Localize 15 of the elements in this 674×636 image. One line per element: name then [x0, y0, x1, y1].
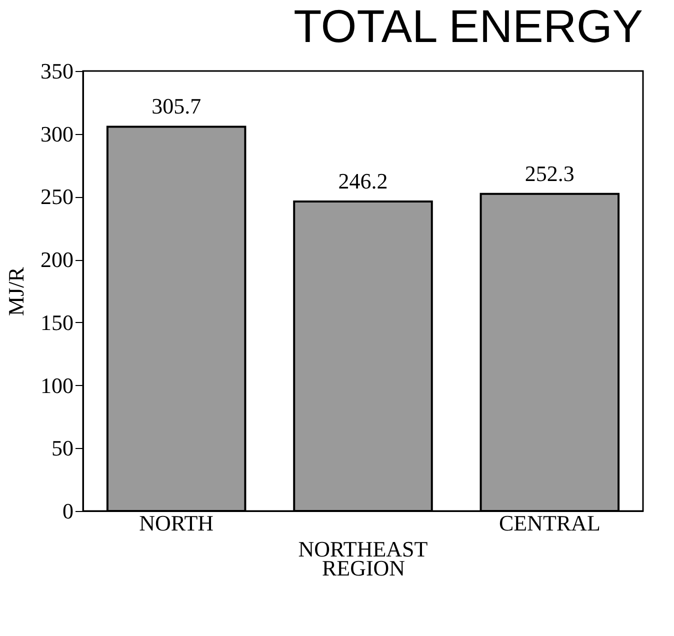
y-tick-label: 0	[62, 498, 74, 524]
data-label: 305.7	[152, 94, 202, 119]
y-tick-label: 300	[40, 121, 74, 146]
y-tick-label: 250	[40, 184, 74, 210]
y-tick-label: 150	[40, 310, 74, 335]
data-label: 252.3	[524, 160, 574, 186]
y-tick-label: 350	[40, 58, 74, 84]
x-tick-label: NORTH	[139, 510, 214, 536]
data-label: 246.2	[338, 168, 388, 194]
x-tick-label: CENTRAL	[498, 510, 600, 536]
y-axis-title: MJ/R	[4, 266, 28, 316]
y-tick-label: 200	[40, 247, 74, 272]
y-tick-label: 100	[40, 372, 74, 398]
y-tick-label: 50	[52, 436, 74, 461]
chart-title: TOTAL ENERGY	[294, 0, 643, 52]
